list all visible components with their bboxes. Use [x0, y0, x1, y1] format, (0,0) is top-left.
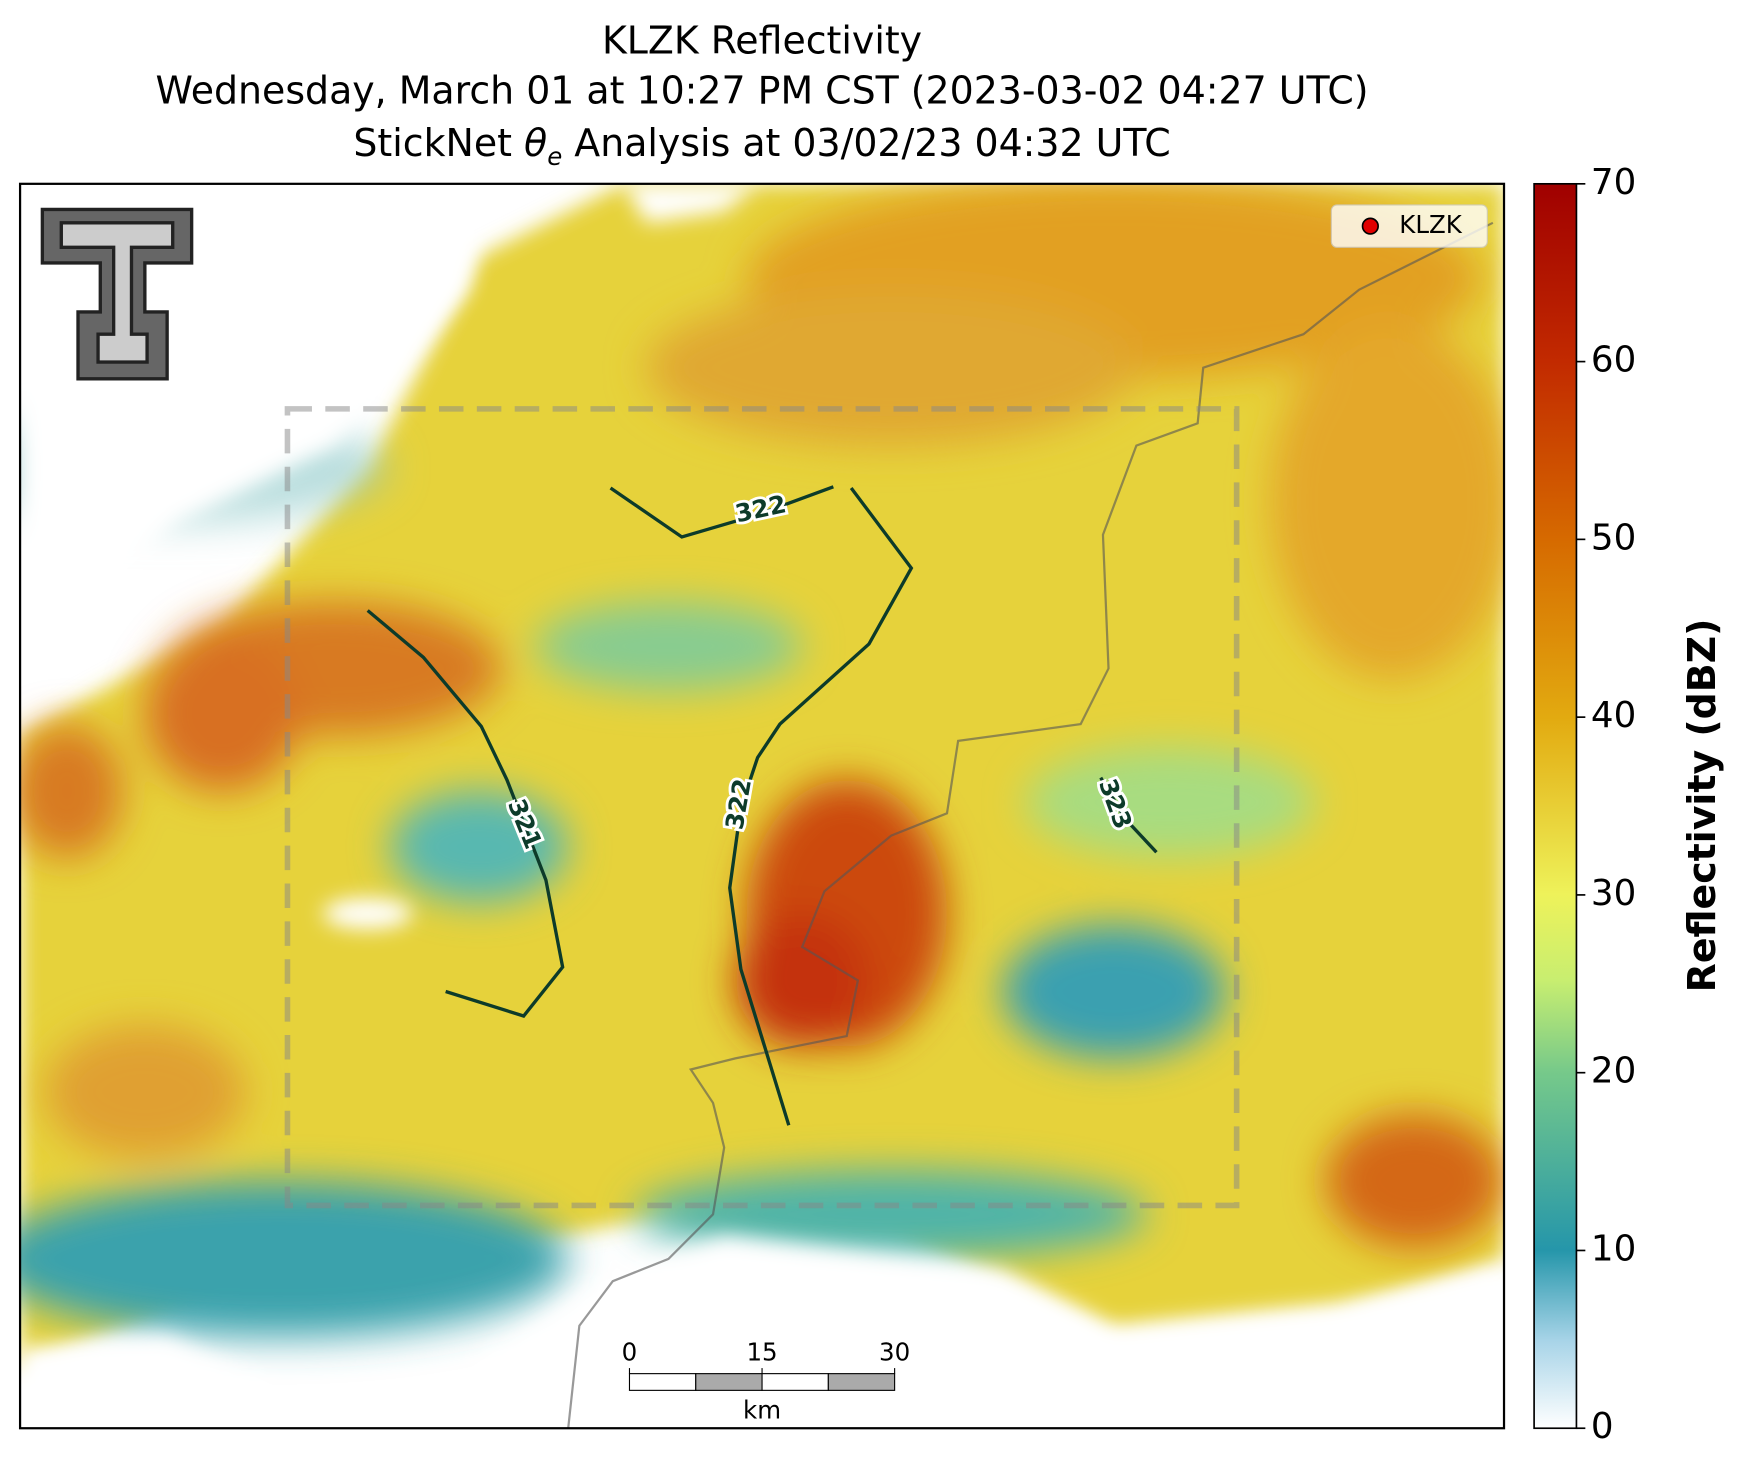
colorbar-tick-label: 0: [1591, 1406, 1614, 1447]
colorbar-tick-label: 40: [1591, 695, 1636, 736]
colorbar-tick-label: 30: [1591, 873, 1636, 914]
contour-line: [366, 609, 565, 1018]
scale-segment: [827, 1373, 896, 1391]
scale-segment: [628, 1373, 697, 1391]
scale-unit: km: [743, 1396, 781, 1425]
legend-label: KLZK: [1399, 210, 1462, 239]
map-frame: [18, 182, 1506, 1430]
contour-line: [1099, 776, 1158, 854]
legend-marker: [1361, 217, 1379, 235]
title-subscript: e: [547, 142, 562, 171]
scale-tick-label: 15: [746, 1338, 777, 1367]
scale-segment: [761, 1373, 829, 1391]
colorbar-tick-label: 70: [1591, 162, 1636, 203]
scale-tick-label: 0: [622, 1338, 638, 1367]
colorbar-label: Reflectivity (dBZ): [1680, 619, 1724, 993]
title-symbol: θ: [524, 121, 547, 165]
contour-line: [609, 485, 834, 539]
title-text: Analysis at 03/02/23 04:32 UTC: [562, 121, 1170, 165]
scale-tick-label: 30: [879, 1338, 910, 1367]
legend: KLZK: [1330, 204, 1488, 248]
title-line3: StickNet θe Analysis at 03/02/23 04:32 U…: [353, 121, 1170, 171]
title-line2: Wednesday, March 01 at 10:27 PM CST (202…: [156, 69, 1369, 113]
colorbar-tick-label: 10: [1591, 1228, 1636, 1269]
colorbar: [1533, 182, 1578, 1430]
title-text: StickNet: [353, 121, 524, 165]
logo: [40, 207, 194, 381]
scale-segment: [695, 1373, 763, 1391]
colorbar-tick-label: 20: [1591, 1051, 1636, 1092]
title-line1: KLZK Reflectivity: [602, 18, 922, 62]
colorbar-tick-label: 50: [1591, 517, 1636, 558]
contour-line: [728, 486, 914, 1126]
colorbar-tick-label: 60: [1591, 340, 1636, 381]
